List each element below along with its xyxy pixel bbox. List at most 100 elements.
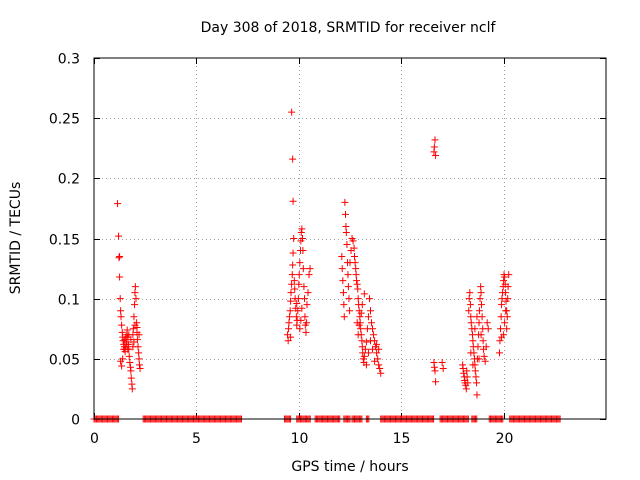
data-point: [288, 108, 296, 116]
data-point: [357, 309, 365, 317]
data-point: [295, 280, 303, 288]
data-point: [504, 283, 512, 291]
data-point: [341, 210, 349, 218]
data-point: [459, 364, 467, 372]
data-point: [430, 363, 438, 371]
data-point: [370, 331, 378, 339]
data-point: [350, 244, 358, 252]
data-point: [118, 321, 126, 329]
data-point: [469, 337, 477, 345]
data-point: [477, 301, 485, 309]
y-tick-label: 0.05: [49, 353, 80, 369]
data-point: [287, 333, 295, 341]
data-point: [293, 299, 301, 307]
data-point: [128, 385, 136, 393]
grid-lines: [94, 58, 606, 419]
data-point: [133, 324, 141, 332]
y-tick-label: 0.2: [58, 172, 80, 188]
data-point: [469, 361, 477, 369]
data-point: [476, 295, 484, 303]
data-point: [439, 364, 447, 372]
data-point: [377, 369, 385, 377]
data-point: [298, 235, 306, 242]
tick-labels: 0 5 10 15 20 0 0.05 0.1 0.15 0.2 0.25 0.3: [49, 52, 514, 448]
data-point: [366, 337, 374, 345]
data-point: [298, 225, 306, 233]
data-point: [126, 358, 134, 366]
data-point: [474, 343, 482, 351]
data-point: [504, 295, 512, 303]
data-point: [465, 295, 473, 303]
data-point: [503, 325, 511, 333]
data-point: [129, 325, 137, 333]
data-point: [465, 307, 473, 315]
data-point: [362, 361, 370, 369]
data-point: [364, 313, 372, 321]
data-point: [297, 316, 305, 324]
data-point: [339, 289, 347, 297]
data-point: [288, 280, 296, 288]
data-point: [431, 136, 439, 144]
x-tick-label: 15: [393, 431, 411, 447]
data-point: [467, 313, 475, 321]
data-point: [129, 331, 137, 339]
data-point: [477, 331, 485, 339]
data-point: [501, 273, 509, 281]
data-point: [130, 313, 138, 321]
data-point: [339, 277, 347, 285]
y-tick-label: 0.3: [58, 52, 80, 68]
data-point: [123, 326, 131, 334]
data-point: [340, 313, 348, 321]
data-point: [472, 373, 480, 381]
data-point: [468, 331, 476, 339]
data-point: [288, 271, 296, 279]
data-point: [301, 313, 309, 321]
data-point: [479, 337, 487, 345]
data-point: [483, 319, 491, 327]
data-point: [343, 241, 351, 249]
data-point: [118, 362, 126, 370]
data-point: [431, 367, 439, 375]
data-point: [287, 297, 295, 305]
data-point: [358, 337, 366, 345]
data-point: [131, 301, 139, 309]
data-point: [481, 357, 489, 365]
data-point: [361, 345, 369, 353]
data-point: [299, 247, 307, 255]
data-point: [358, 301, 366, 309]
data-point: [304, 289, 312, 297]
data-point: [289, 261, 297, 269]
y-tick-label: 0.25: [49, 112, 80, 128]
data-point: [463, 373, 471, 381]
data-point: [353, 280, 361, 288]
data-point: [482, 343, 490, 351]
data-point: [284, 337, 292, 345]
data-point: [498, 333, 506, 341]
data-point: [497, 313, 505, 321]
data-point: [463, 367, 471, 375]
data-point: [432, 378, 440, 386]
data-point: [430, 143, 438, 151]
data-point: [124, 345, 132, 353]
data-point: [346, 307, 354, 315]
data-point: [286, 307, 294, 315]
data-point: [132, 295, 140, 303]
data-point: [119, 355, 127, 363]
data-point: [131, 283, 139, 291]
data-point: [290, 277, 298, 285]
data-point: [123, 340, 131, 348]
data-point: [292, 313, 300, 321]
data-point: [130, 338, 138, 346]
data-point: [289, 249, 297, 257]
data-point: [496, 349, 504, 357]
data-point: [352, 271, 360, 279]
data-point: [295, 271, 303, 279]
data-point: [365, 295, 373, 303]
data-point: [135, 361, 143, 369]
data-point: [296, 259, 304, 267]
data-point: [125, 352, 133, 360]
data-point: [484, 325, 492, 333]
data-point: [116, 253, 124, 261]
data-point: [116, 295, 124, 303]
y-axis-label: SRMTID / TECUs: [8, 182, 24, 295]
